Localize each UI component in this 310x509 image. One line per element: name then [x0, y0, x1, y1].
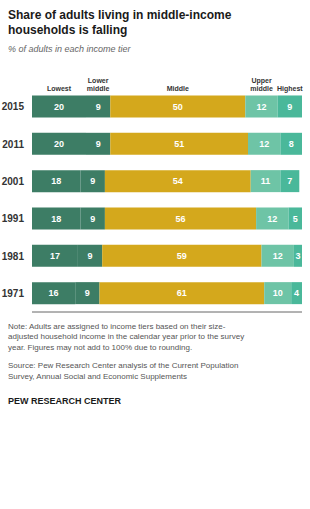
svg-text:8: 8 — [289, 139, 294, 149]
svg-text:9: 9 — [90, 176, 95, 186]
svg-text:16: 16 — [49, 288, 59, 298]
svg-text:Middle: Middle — [167, 85, 189, 92]
svg-text:54: 54 — [173, 176, 183, 186]
svg-text:18: 18 — [51, 214, 61, 224]
svg-text:9: 9 — [85, 288, 90, 298]
svg-text:12: 12 — [267, 214, 277, 224]
html-text:Survey, Annual Social and Econ: Survey, Annual Social and Economic Suppl… — [8, 371, 188, 381]
svg-text:20: 20 — [54, 139, 64, 149]
svg-text:11: 11 — [261, 176, 271, 186]
svg-text:Lowest: Lowest — [47, 85, 72, 92]
svg-text:2011: 2011 — [8, 139, 24, 150]
html-text:Share of adults living in midd: Share of adults living in middle-income — [8, 8, 232, 22]
svg-text:9: 9 — [88, 251, 93, 261]
html-text:adjusted household income in t: adjusted household income in the calenda… — [8, 332, 245, 342]
svg-text:9: 9 — [90, 214, 95, 224]
svg-text:2001: 2001 — [8, 176, 24, 187]
svg-text:56: 56 — [175, 214, 185, 224]
svg-text:7: 7 — [287, 176, 292, 186]
svg-text:12: 12 — [256, 102, 266, 112]
svg-text:5: 5 — [293, 214, 298, 224]
html-text:% of adults in each income tie: % of adults in each income tier — [8, 44, 131, 54]
svg-text:1971: 1971 — [8, 288, 24, 299]
svg-text:1981: 1981 — [8, 251, 24, 262]
svg-text:9: 9 — [287, 102, 292, 112]
svg-text:51: 51 — [174, 139, 184, 149]
svg-text:9: 9 — [96, 139, 101, 149]
svg-text:17: 17 — [50, 251, 60, 261]
svg-text:18: 18 — [51, 176, 61, 186]
svg-text:20: 20 — [54, 102, 64, 112]
svg-text:10: 10 — [273, 288, 283, 298]
svg-text:1991: 1991 — [8, 213, 24, 224]
svg-text:Highest: Highest — [277, 85, 302, 93]
svg-text:59: 59 — [177, 251, 187, 261]
svg-text:4: 4 — [294, 288, 299, 298]
svg-text:Lowermiddle: Lowermiddle — [87, 77, 110, 93]
svg-text:12: 12 — [273, 251, 283, 261]
svg-text:12: 12 — [259, 139, 269, 149]
svg-text:9: 9 — [96, 102, 101, 112]
svg-text:50: 50 — [173, 102, 183, 112]
html-text:Note: Adults are assigned to i: Note: Adults are assigned to income tier… — [8, 322, 226, 331]
html-text:households is falling: households is falling — [8, 23, 128, 37]
svg-text:Uppermiddle: Uppermiddle — [250, 77, 273, 93]
svg-text:2015: 2015 — [8, 101, 24, 112]
html-text:Source: Pew Research Center an: Source: Pew Research Center analysis of … — [8, 361, 239, 371]
html-text:year. Figures may not add to 1: year. Figures may not add to 100% due to… — [8, 342, 193, 352]
svg-text:61: 61 — [177, 288, 187, 298]
html-text:PEW RESEARCH CENTER: PEW RESEARCH CENTER — [8, 396, 121, 406]
svg-text:3: 3 — [295, 251, 300, 261]
